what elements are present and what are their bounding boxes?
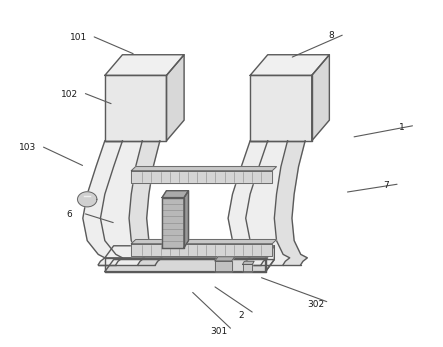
Polygon shape [105,55,184,75]
Text: 102: 102 [61,90,78,99]
Polygon shape [312,55,329,141]
Polygon shape [78,192,97,207]
Text: 302: 302 [307,300,325,309]
Polygon shape [215,257,235,261]
Text: 6: 6 [67,210,73,219]
Polygon shape [105,75,167,141]
Text: 103: 103 [19,143,36,152]
Polygon shape [131,244,272,256]
Polygon shape [250,75,312,141]
Polygon shape [105,258,265,272]
Polygon shape [184,191,188,247]
Text: 2: 2 [238,311,244,320]
Text: 1: 1 [399,122,405,132]
Polygon shape [246,141,307,265]
Polygon shape [131,171,272,183]
Polygon shape [215,261,232,271]
Polygon shape [105,246,274,258]
Polygon shape [131,167,276,171]
Polygon shape [167,55,184,141]
Polygon shape [243,261,254,264]
Text: 301: 301 [211,327,228,336]
Text: 7: 7 [384,181,389,190]
Polygon shape [265,246,274,272]
Polygon shape [228,141,290,265]
Polygon shape [243,264,253,271]
Polygon shape [250,55,329,75]
Polygon shape [83,141,144,265]
Polygon shape [131,239,276,244]
Polygon shape [105,260,274,272]
Polygon shape [162,191,188,197]
Polygon shape [101,141,162,265]
Text: 8: 8 [329,31,334,40]
Text: 101: 101 [70,33,87,42]
Polygon shape [162,197,184,247]
